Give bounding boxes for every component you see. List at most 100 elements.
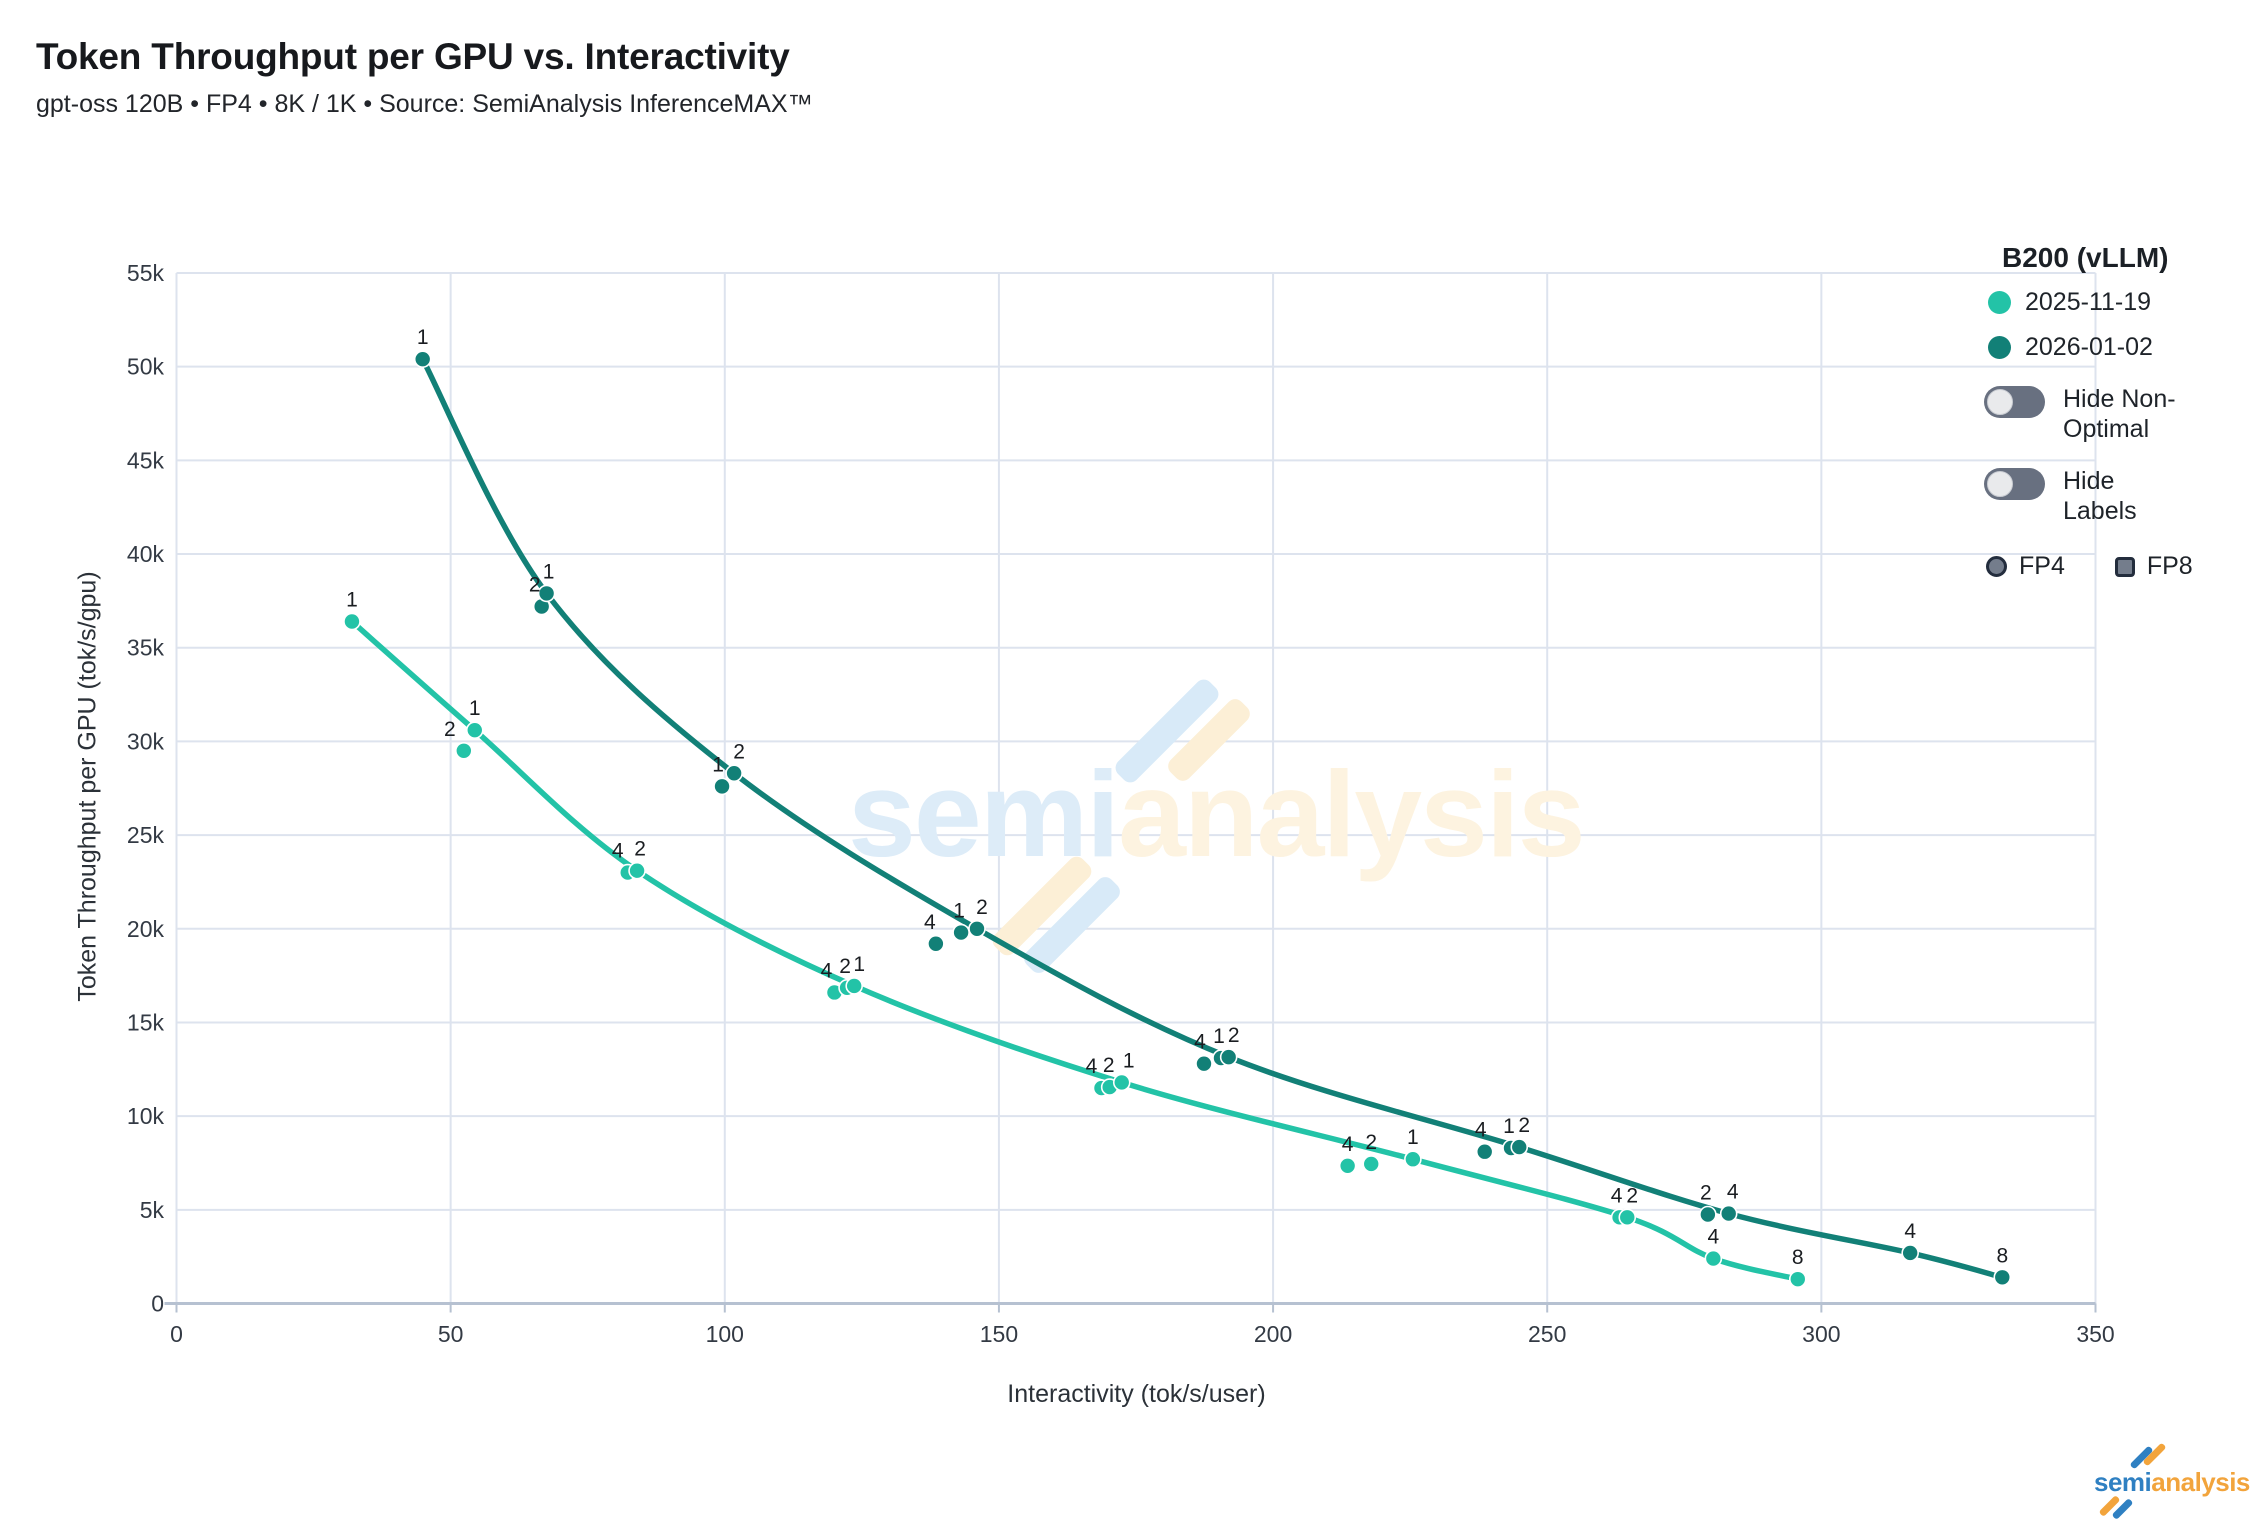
page-subtitle: gpt-oss 120B • FP4 • 8K / 1K • Source: S… bbox=[36, 90, 813, 118]
data-point bbox=[1510, 1138, 1529, 1156]
svg-text:0: 0 bbox=[170, 1321, 183, 1347]
legend-item-label: 2025-11-19 bbox=[2025, 288, 2152, 316]
hide-non-optimal-toggle[interactable] bbox=[1984, 386, 2045, 418]
data-point bbox=[628, 861, 646, 880]
point-label: 2 bbox=[1626, 1184, 1638, 1207]
fp8-square-icon[interactable] bbox=[2114, 556, 2135, 577]
data-point bbox=[1901, 1244, 1919, 1262]
svg-text:semianalysis: semianalysis bbox=[848, 746, 1584, 882]
svg-text:350: 350 bbox=[2076, 1321, 2114, 1347]
svg-text:10k: 10k bbox=[127, 1103, 165, 1129]
svg-text:40k: 40k bbox=[127, 541, 165, 567]
hide-non-optimal-label: Hide Non-Optimal bbox=[2063, 385, 2176, 443]
point-label: 4 bbox=[1194, 1031, 1206, 1054]
point-label: 8 bbox=[1792, 1246, 1804, 1269]
data-point bbox=[845, 977, 863, 995]
point-label: 1 bbox=[469, 697, 481, 720]
legend-item-label: 2026-01-02 bbox=[2025, 333, 2153, 361]
svg-text:25k: 25k bbox=[127, 822, 165, 848]
svg-text:50: 50 bbox=[438, 1321, 464, 1347]
point-label: 4 bbox=[1727, 1181, 1739, 1204]
fp8-label: FP8 bbox=[2146, 552, 2193, 580]
svg-text:200: 200 bbox=[1254, 1321, 1292, 1347]
point-label: 2 bbox=[634, 838, 646, 861]
point-label: 2 bbox=[1365, 1131, 1377, 1154]
svg-text:50k: 50k bbox=[127, 354, 165, 380]
toggle-knob bbox=[1987, 471, 2013, 497]
point-label: 1 bbox=[417, 326, 429, 349]
data-point bbox=[455, 741, 473, 760]
fp4-label: FP4 bbox=[2019, 552, 2065, 580]
svg-text:5k: 5k bbox=[140, 1197, 165, 1223]
data-point bbox=[1719, 1204, 1738, 1223]
legend: B200 (vLLM) 2025-11-19 2026-01-02 Hide N… bbox=[1978, 242, 2240, 581]
svg-text:250: 250 bbox=[1528, 1321, 1566, 1347]
point-label: 1 bbox=[1213, 1025, 1225, 1048]
data-point bbox=[927, 934, 945, 953]
logo-text-analysis: analysis bbox=[2151, 1467, 2250, 1497]
svg-text:30k: 30k bbox=[127, 728, 165, 754]
point-label: 4 bbox=[1475, 1119, 1487, 1142]
point-label: 4 bbox=[1904, 1220, 1916, 1243]
point-label: 4 bbox=[1342, 1133, 1354, 1156]
tick-labels: 0 50 100 150 200 250 300 350 0 5k 10k 15k 20k 25k 30k 3… bbox=[127, 260, 2115, 1347]
point-label: 2 bbox=[529, 574, 541, 597]
point-label: 4 bbox=[821, 959, 833, 982]
point-label: 1 bbox=[853, 953, 865, 976]
data-point bbox=[713, 777, 731, 796]
point-label: 2 bbox=[1103, 1054, 1115, 1077]
svg-text:20k: 20k bbox=[127, 916, 165, 942]
fp4-circle-icon[interactable] bbox=[1986, 556, 2007, 577]
data-point bbox=[1704, 1249, 1723, 1268]
svg-text:300: 300 bbox=[1802, 1321, 1840, 1347]
svg-text:35k: 35k bbox=[127, 635, 165, 661]
point-label: 1 bbox=[1407, 1126, 1419, 1149]
point-label: 4 bbox=[612, 840, 624, 863]
data-point bbox=[1338, 1156, 1357, 1175]
data-point bbox=[1219, 1048, 1238, 1066]
svg-text:45k: 45k bbox=[127, 447, 165, 473]
point-label: 2 bbox=[1518, 1114, 1530, 1137]
point-label: 1 bbox=[712, 753, 724, 776]
data-point bbox=[1404, 1150, 1422, 1169]
data-point bbox=[413, 350, 432, 368]
point-label: 2 bbox=[976, 896, 988, 919]
data-point bbox=[1788, 1270, 1807, 1288]
data-point bbox=[343, 612, 361, 631]
svg-text:55k: 55k bbox=[127, 260, 165, 286]
legend-item-2026-01-02[interactable]: 2026-01-02 bbox=[1988, 333, 2240, 362]
svg-text:150: 150 bbox=[980, 1321, 1018, 1347]
data-point bbox=[1993, 1268, 2012, 1287]
point-label: 1 bbox=[543, 560, 555, 583]
legend-item-2025-11-19[interactable]: 2025-11-19 bbox=[1988, 288, 2240, 317]
data-point bbox=[1618, 1208, 1637, 1227]
svg-text:15k: 15k bbox=[127, 1009, 165, 1035]
point-label: 2 bbox=[1228, 1024, 1240, 1047]
point-label: 1 bbox=[1503, 1115, 1515, 1138]
x-axis-title: Interactivity (tok/s/user) bbox=[1007, 1380, 1266, 1408]
data-point bbox=[465, 721, 484, 739]
hide-labels-toggle[interactable] bbox=[1984, 468, 2045, 500]
point-label: 1 bbox=[953, 900, 965, 923]
point-label: 2 bbox=[444, 718, 456, 741]
logo-text-semi: semi bbox=[2094, 1467, 2152, 1497]
data-point bbox=[537, 584, 556, 603]
semianalysis-logo: semianalysis bbox=[2088, 1442, 2250, 1520]
series-color-dot bbox=[1988, 336, 2011, 359]
point-label: 1 bbox=[346, 588, 358, 611]
legend-title: B200 (vLLM) bbox=[2002, 242, 2169, 273]
point-label: 4 bbox=[1708, 1226, 1720, 1249]
point-label: 2 bbox=[839, 955, 851, 978]
point-label: 8 bbox=[1996, 1244, 2008, 1267]
point-label: 4 bbox=[924, 911, 936, 934]
data-point bbox=[725, 764, 743, 783]
watermark: semianalysis bbox=[848, 679, 1586, 973]
gridlines bbox=[164, 272, 2097, 1313]
series-color-dot bbox=[1988, 291, 2011, 314]
data-point bbox=[1112, 1073, 1131, 1092]
point-label: 2 bbox=[733, 740, 745, 763]
data-point bbox=[1475, 1142, 1494, 1161]
page-title: Token Throughput per GPU vs. Interactivi… bbox=[36, 36, 790, 77]
